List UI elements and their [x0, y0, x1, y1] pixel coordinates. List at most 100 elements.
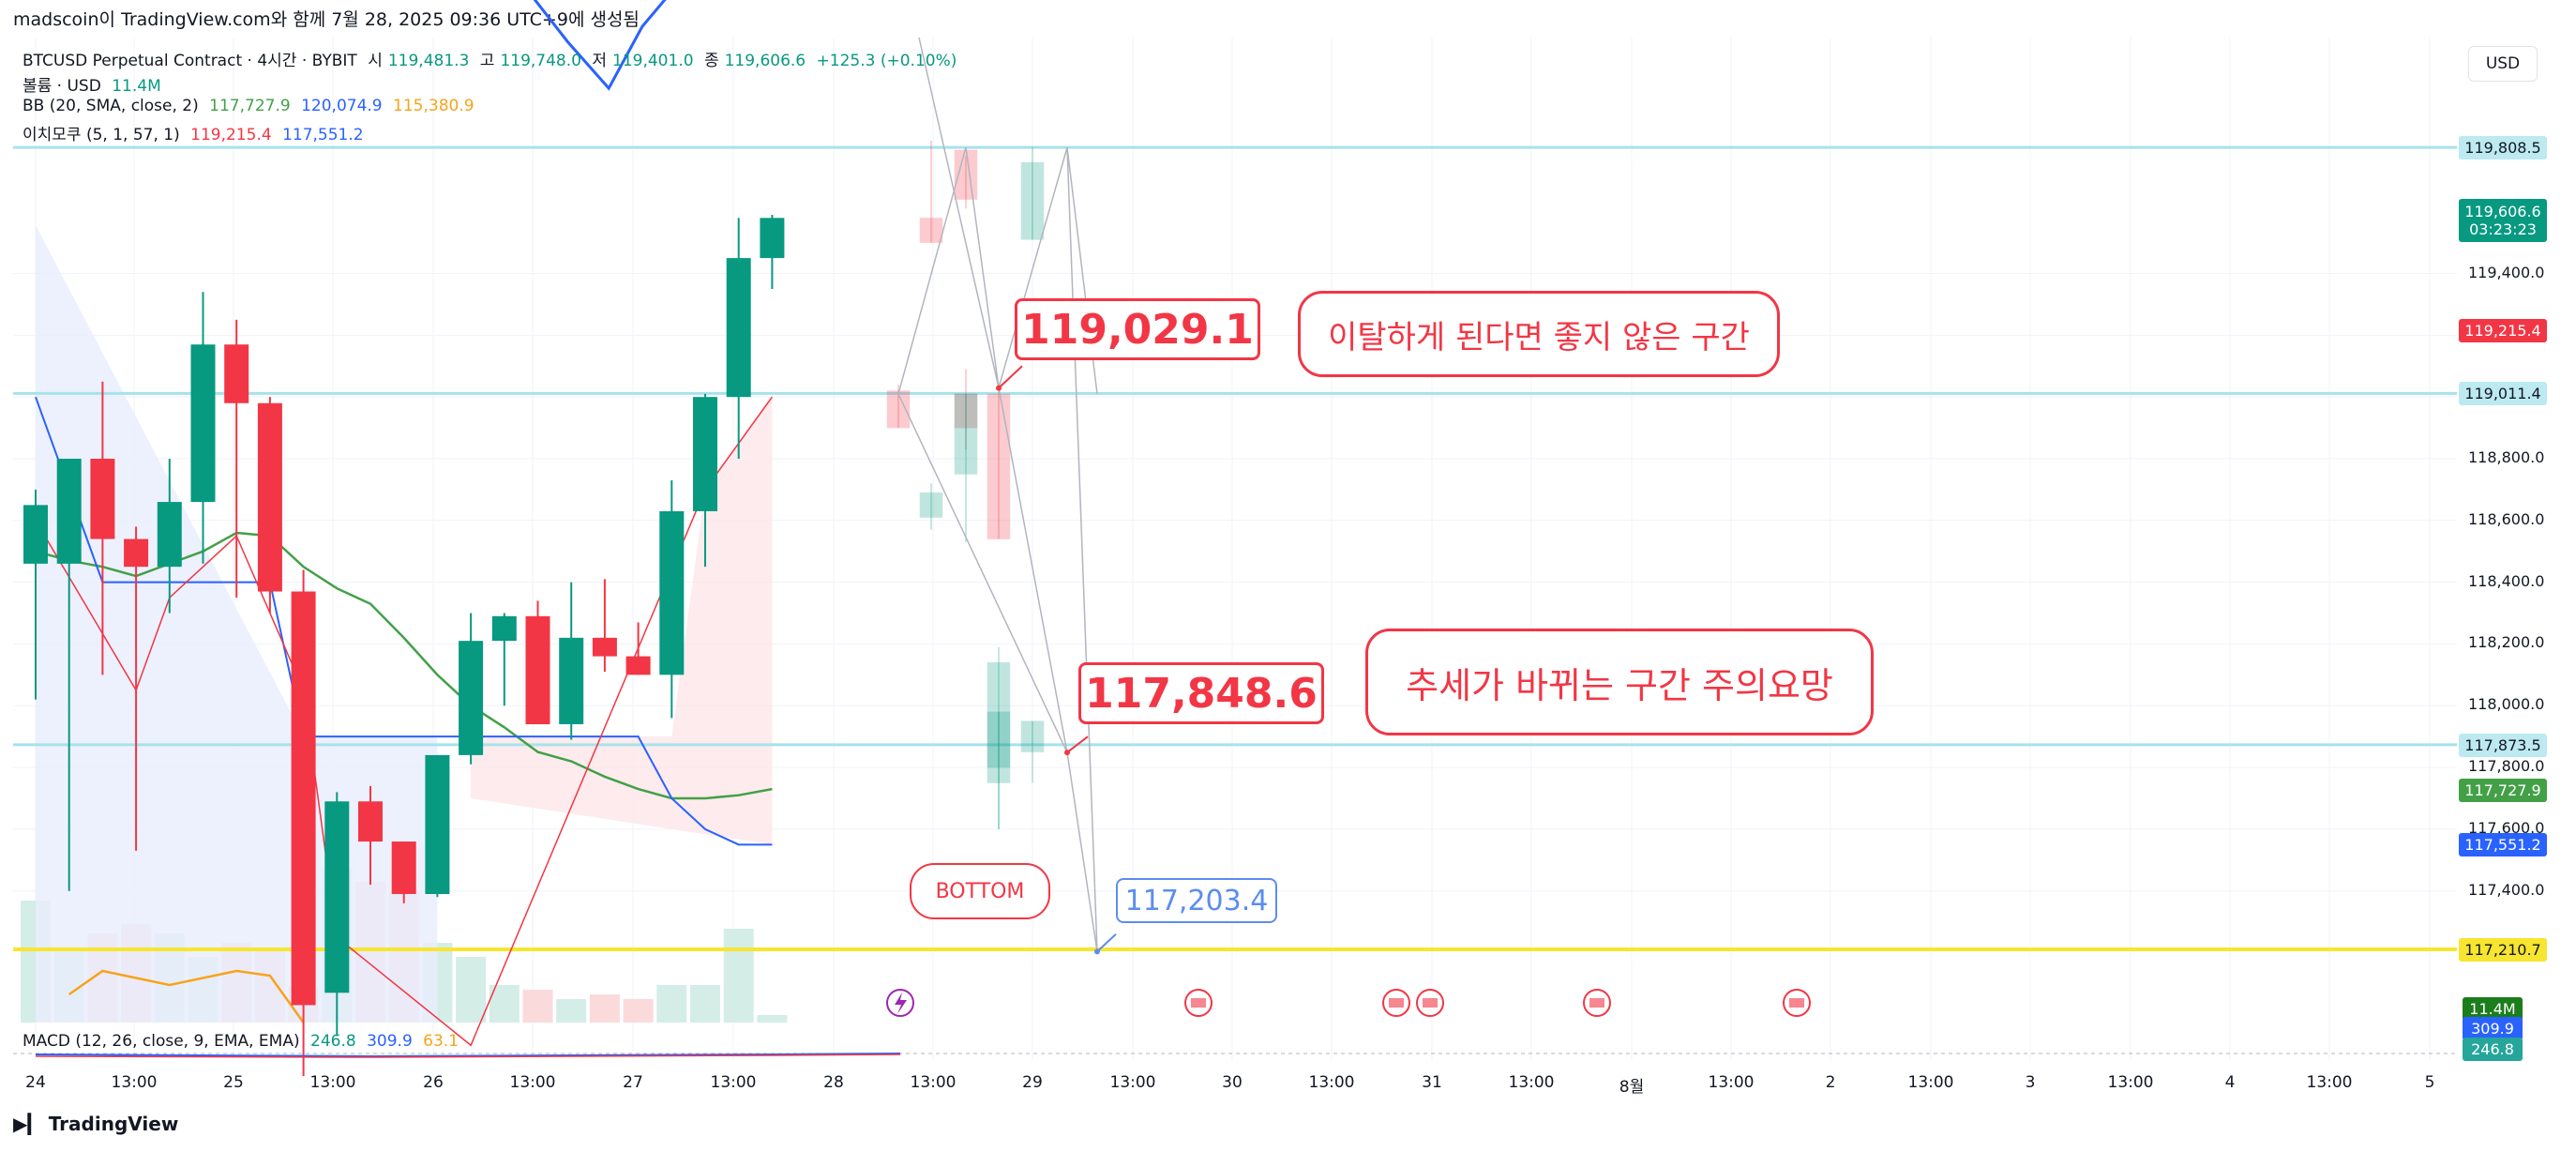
price-label-current: 119,606.6 03:23:23: [2459, 198, 2547, 242]
candle-body: [391, 841, 416, 894]
price-label-yellow: 117,210.7: [2459, 938, 2547, 962]
price-box-bottom[interactable]: 117,203.4: [1116, 878, 1277, 923]
time-tick-label: 13:00: [710, 1073, 757, 1092]
tradingview-logo[interactable]: ▶▎ TradingView: [13, 1113, 178, 1135]
time-tick-label: 26: [423, 1073, 444, 1092]
indicator-lines: [35, 0, 774, 1047]
volume-bar: [522, 990, 553, 1023]
volume-value: 11.4M: [112, 77, 161, 96]
callout-pointer: [1096, 933, 1117, 953]
price-label-line: 117,873.5: [2459, 733, 2547, 757]
price-box-upper[interactable]: 119,029.1: [1015, 298, 1260, 360]
price-tick-label: 118,800.0: [2468, 447, 2545, 466]
currency-button[interactable]: USD: [2468, 46, 2538, 82]
volume-label: 볼륨 · USD: [23, 77, 101, 96]
us-flag-stripes: [1389, 998, 1404, 1008]
volume-bar: [456, 957, 487, 1023]
macd-label: MACD (12, 26, close, 9, EMA, EMA): [23, 1032, 300, 1051]
ichimoku-label: 이치모쿠 (5, 1, 57, 1): [23, 126, 180, 144]
candle-body: [559, 637, 584, 725]
bb-basis: 117,727.9: [209, 97, 291, 115]
candle-body: [90, 458, 115, 539]
projection-body: [954, 393, 978, 475]
candle-body: [693, 397, 717, 511]
lagging-line: [35, 396, 774, 1047]
projection-body: [954, 149, 978, 201]
projection-body: [1020, 720, 1045, 753]
macd-pane: [13, 1053, 2457, 1058]
lower-label-teal: 246.8: [2463, 1038, 2523, 1061]
time-tick-label: 13:00: [1708, 1073, 1755, 1092]
candle-body: [425, 754, 450, 894]
low-label: 저: [592, 52, 608, 70]
projection-body: [954, 393, 978, 429]
price-tick-label: 119,400.0: [2468, 263, 2545, 281]
volume-bar: [623, 999, 654, 1023]
callout-pointer: [1066, 735, 1089, 753]
macd-c: 63.1: [423, 1032, 459, 1051]
time-tick-label: 25: [223, 1073, 244, 1092]
projection-line: [897, 147, 1098, 952]
volume-bar: [556, 999, 587, 1023]
time-tick-label: 13:00: [509, 1073, 556, 1092]
price-label-line: 119,011.4: [2459, 382, 2547, 406]
anchor-point: [1064, 750, 1070, 756]
time-tick-label: 13:00: [111, 1073, 158, 1092]
candle-body: [190, 344, 216, 503]
candle-body: [358, 801, 383, 842]
time-tick-label: 24: [25, 1073, 46, 1092]
bb-label: BB (20, SMA, close, 2): [23, 97, 199, 115]
candle-body: [124, 538, 149, 568]
time-tick-label: 3: [2025, 1073, 2036, 1092]
cloud-red: [471, 393, 773, 845]
time-tick-label: 13:00: [2306, 1073, 2353, 1092]
candle-body: [459, 641, 484, 755]
high-label: 고: [479, 52, 495, 70]
volume-bar: [757, 1015, 788, 1023]
price-box-middle[interactable]: 117,848.6: [1078, 662, 1324, 724]
macd-line: [35, 1053, 901, 1058]
candle-body: [625, 656, 651, 675]
time-tick-label: 13:00: [1907, 1073, 1954, 1092]
time-tick-label: 5: [2424, 1073, 2435, 1092]
volume-bar: [723, 929, 754, 1023]
projection-drawing: [886, 37, 1117, 955]
time-tick-label: 13:00: [1508, 1073, 1555, 1092]
volume-bar: [589, 994, 620, 1023]
chart-caption: madscoin이 TradingView.com와 함께 7월 28, 202…: [13, 9, 640, 30]
volume-legend: 볼륨 · USD 11.4M: [23, 72, 167, 96]
candle-body: [56, 458, 82, 564]
horizontal-levels: [13, 145, 2457, 951]
bb-legend: BB (20, SMA, close, 2) 117,727.9 120,074…: [23, 97, 480, 115]
callout-middle[interactable]: 추세가 바뀌는 구간 주의요망: [1365, 629, 1874, 735]
footer-brand: TradingView: [48, 1113, 179, 1135]
time-tick-label: 29: [1022, 1073, 1043, 1092]
macd-legend: MACD (12, 26, close, 9, EMA, EMA) 246.8 …: [23, 1032, 464, 1051]
bb-basis-line: [35, 531, 773, 800]
macd-b: 309.9: [367, 1032, 413, 1051]
us-flag-stripes: [1423, 998, 1438, 1008]
volume-bar: [690, 985, 720, 1023]
projection-body: [919, 492, 943, 519]
callout-upper[interactable]: 이탈하게 된다면 좋지 않은 구간: [1298, 291, 1780, 377]
time-tick-label: 4: [2224, 1073, 2236, 1092]
time-tick-label: 30: [1222, 1073, 1243, 1092]
symbol-name: BTCUSD Perpetual Contract · 4시간 · BYBIT: [23, 52, 357, 70]
macd-signal-line: [35, 1053, 901, 1058]
time-tick-label: 2: [1825, 1073, 1836, 1092]
bottom-callout[interactable]: BOTTOM: [910, 863, 1050, 919]
candle-body: [760, 218, 785, 259]
open-label: 시: [368, 52, 383, 70]
price-tick-label: 118,000.0: [2468, 695, 2545, 714]
countdown-value: 03:23:23: [2469, 220, 2537, 238]
time-tick-label: 27: [623, 1073, 643, 1092]
time-tick-label: 13:00: [1109, 1073, 1156, 1092]
time-tick-label: 31: [1422, 1073, 1442, 1092]
projection-body: [987, 661, 1011, 768]
candle-body: [257, 402, 282, 592]
candles: [23, 215, 785, 1077]
lower-label-darkgreen: 11.4M: [2463, 997, 2523, 1021]
ichimoku-a: 119,215.4: [190, 126, 272, 144]
projection-body: [987, 393, 1011, 540]
